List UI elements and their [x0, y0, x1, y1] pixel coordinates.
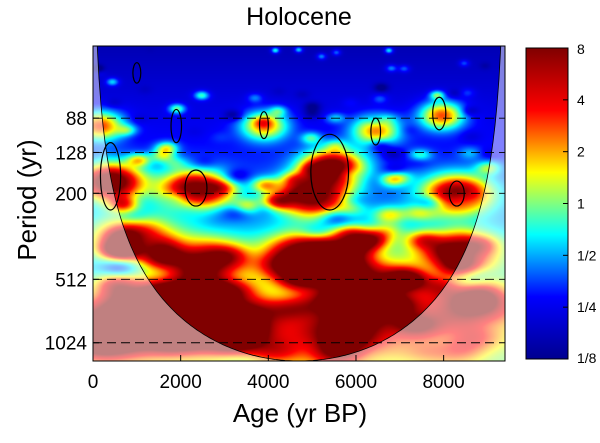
plot-frame [92, 45, 506, 362]
significance-contour [170, 108, 183, 144]
colorbar-tick-label: 1 [577, 196, 585, 212]
significance-contour [132, 62, 142, 84]
colorbar-tick-label: 2 [577, 144, 585, 160]
cone-of-influence-region [93, 46, 505, 361]
x-axis-label: Age (yr BP) [233, 398, 367, 428]
colorbar-tick-label: 4 [577, 92, 585, 108]
chart-title: Holocene [246, 3, 352, 31]
y-tick-label: 512 [55, 270, 87, 291]
colorbar-ticks: 8 4 2 1 1/2 1/4 1/8 [563, 41, 597, 366]
x-tick-label: 8000 [422, 372, 464, 393]
y-tick-label: 88 [66, 109, 87, 130]
significance-contour [184, 169, 208, 207]
colorbar-tick-label: 1/8 [577, 350, 597, 366]
y-axis-label: Period (yr) [12, 139, 42, 260]
colorbar-tick-label: 1/4 [577, 299, 597, 315]
x-tick-label: 0 [88, 372, 99, 393]
significance-contour [258, 111, 269, 140]
x-axis: 0 2000 4000 6000 8000 [88, 355, 465, 393]
period-reference-lines [93, 117, 505, 344]
significance-contour [310, 133, 350, 211]
plot-area [93, 46, 505, 361]
x-tick-label: 6000 [335, 372, 377, 393]
significance-contour [432, 96, 447, 131]
colorbar: 8 4 2 1 1/2 1/4 1/8 [525, 41, 597, 366]
y-tick-label: 1024 [45, 334, 88, 355]
colorbar-tick-label: 8 [577, 41, 585, 57]
y-axis: 88 128 200 512 1024 [45, 109, 99, 355]
colorbar-tick-label: 1/2 [577, 247, 597, 263]
colorbar-scale [525, 47, 569, 360]
significance-contour [99, 142, 122, 211]
y-tick-label: 200 [55, 184, 87, 205]
cone-of-influence-shading [93, 46, 505, 361]
y-tick-label: 128 [55, 143, 87, 164]
x-tick-label: 2000 [160, 372, 202, 393]
x-tick-label: 4000 [247, 372, 289, 393]
cone-of-influence-line [96, 46, 502, 361]
